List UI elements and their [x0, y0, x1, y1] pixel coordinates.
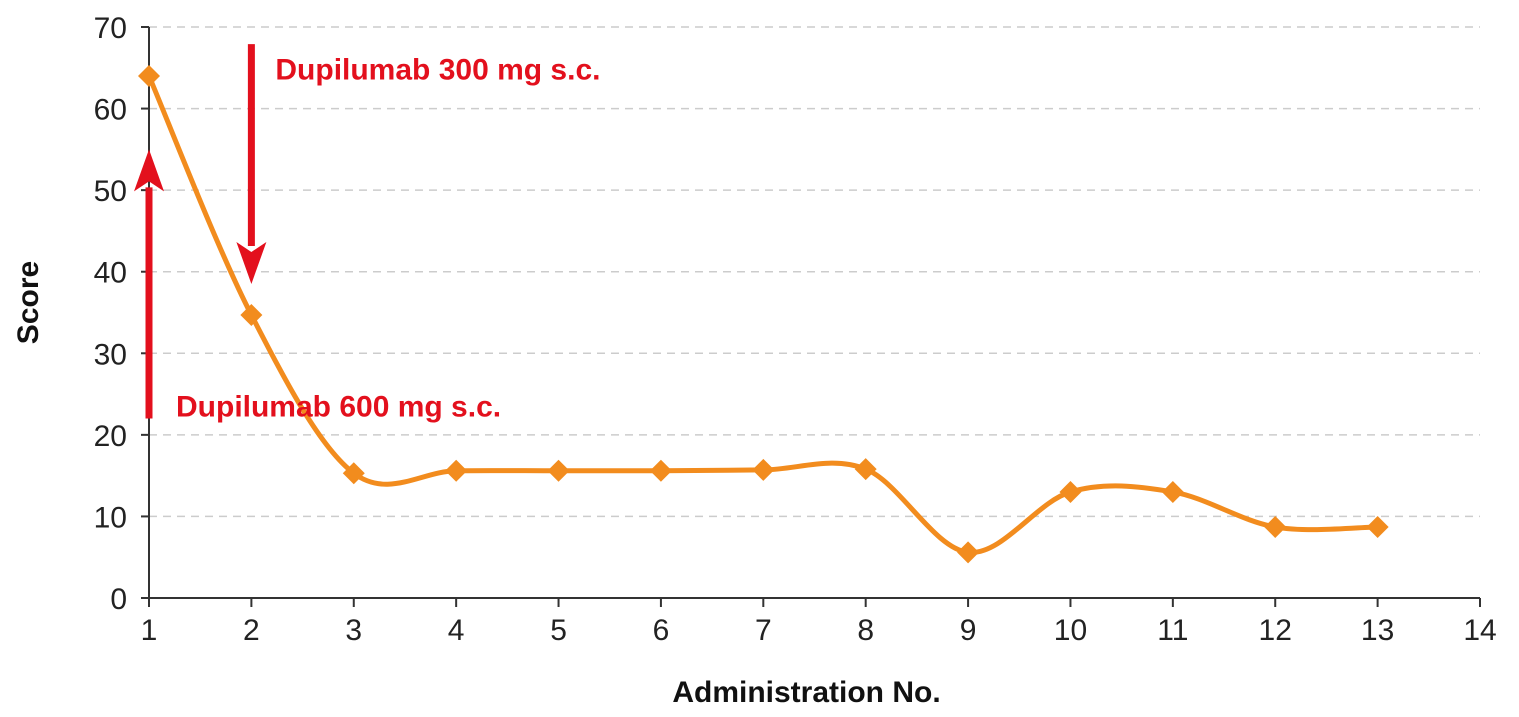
y-tick-label: 40: [94, 257, 127, 290]
data-point-marker: [138, 64, 160, 87]
data-point-marker: [342, 462, 365, 485]
data-point-marker: [1059, 480, 1082, 503]
x-tick-label: 2: [243, 614, 260, 647]
annotation-label: Dupilumab 300 mg s.c.: [275, 53, 600, 86]
y-tick-label: 10: [94, 501, 127, 534]
x-tick-label: 7: [755, 614, 772, 647]
data-point-marker: [240, 303, 263, 326]
y-axis-title: Score: [12, 261, 45, 344]
data-point-marker: [445, 459, 468, 482]
grid-lines: [149, 26, 1480, 518]
data-point-marker: [752, 458, 775, 481]
annotation-arrows: [134, 44, 267, 419]
x-tick-label: 14: [1463, 614, 1496, 647]
x-tick-label: 13: [1361, 614, 1394, 647]
data-point-marker: [649, 459, 672, 482]
x-tick-label: 1: [141, 614, 158, 647]
x-tick-label: 6: [653, 614, 670, 647]
x-tick-label: 11: [1157, 614, 1188, 647]
annotation-arrow-head: [236, 241, 267, 284]
markers: [138, 64, 1389, 564]
annotation-arrow-head: [134, 149, 164, 192]
data-point-marker: [957, 541, 980, 564]
series: [146, 74, 1378, 555]
x-tick-label: 8: [857, 614, 874, 647]
x-axis-title: Administration No.: [672, 676, 940, 709]
y-tick-label: 0: [110, 583, 127, 616]
y-tick-label: 20: [94, 420, 127, 453]
y-tick-label: 30: [94, 338, 127, 371]
axes: [148, 27, 1480, 599]
data-point-marker: [1366, 516, 1389, 539]
x-tick-label: 3: [345, 614, 362, 647]
x-tick-label: 10: [1054, 614, 1087, 647]
annotation-label: Dupilumab 600 mg s.c.: [176, 390, 501, 423]
data-point-marker: [547, 459, 570, 482]
x-tick-label: 5: [550, 614, 567, 647]
x-tick-label: 4: [448, 614, 465, 647]
annotations: Dupilumab 300 mg s.c. Dupilumab 600 mg s.…: [176, 53, 600, 423]
data-point-marker: [1264, 516, 1287, 539]
x-tick-label: 12: [1259, 614, 1292, 647]
data-point-marker: [1161, 480, 1184, 503]
series-line: [146, 74, 1378, 555]
y-tick-label: 50: [94, 175, 127, 208]
data-point-marker: [854, 458, 877, 481]
y-tick-label: 70: [94, 12, 127, 45]
x-tick-label: 9: [960, 614, 977, 647]
y-tick-label: 60: [94, 94, 127, 127]
